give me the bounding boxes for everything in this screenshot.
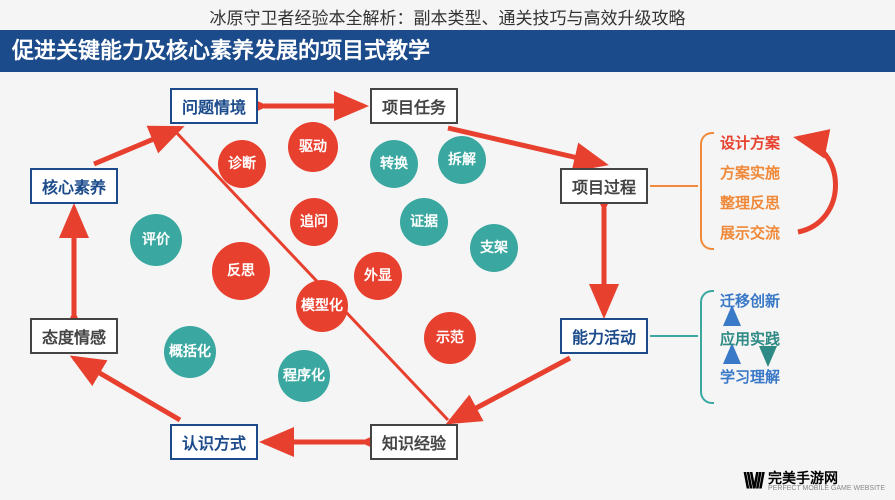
diagram-canvas: 问题情境 项目任务项目过程能力活动知识经验 认识方式 态度情感 核心素养 诊断驱动转换拆解…	[0, 72, 895, 472]
process-item: 整理反思	[720, 192, 780, 213]
circle-node: 转换	[370, 140, 418, 188]
ability-bracket	[700, 290, 714, 404]
rect-hexin: 核心素养	[30, 168, 118, 204]
footer-logo: \\\/// 完美手游网 PERFECT MOBILE GAME WEBSITE	[743, 468, 885, 494]
circle-node: 诊断	[218, 140, 266, 188]
rect-guocheng: 项目过程	[560, 168, 648, 204]
circle-node: 程序化	[278, 350, 330, 402]
footer-logo-icon: \\\///	[743, 468, 762, 494]
circle-node: 概括化	[164, 326, 216, 378]
circle-node: 追问	[290, 198, 338, 246]
circle-node: 评价	[130, 214, 182, 266]
rect-wenti: 问题情境	[170, 88, 258, 124]
process-item: 展示交流	[720, 222, 780, 243]
rect-taidu: 态度情感	[30, 318, 118, 354]
ability-item: 学习理解	[720, 366, 780, 387]
footer-en: PERFECT MOBILE GAME WEBSITE	[768, 485, 885, 492]
process-bracket	[700, 132, 714, 250]
rect-xiangmu: 项目任务	[370, 88, 458, 124]
circle-node: 外显	[354, 252, 402, 300]
rect-zhishi: 知识经验	[370, 424, 458, 460]
footer-cn: 完美手游网	[768, 471, 885, 485]
rect-nengli: 能力活动	[560, 318, 648, 354]
circle-node: 示范	[424, 312, 476, 364]
process-item: 方案实施	[720, 162, 780, 183]
circle-node: 驱动	[288, 122, 338, 172]
circle-node: 支架	[470, 224, 518, 272]
process-item: 设计方案	[720, 132, 780, 153]
circle-node: 模型化	[296, 280, 348, 332]
ability-item: 迁移创新	[720, 290, 780, 311]
circle-node: 证据	[400, 198, 448, 246]
rect-renshi: 认识方式	[170, 424, 258, 460]
page-overlay-title: 冰原守卫者经验本全解析：副本类型、通关技巧与高效升级攻略	[0, 4, 895, 29]
title-bar: 促进关键能力及核心素养发展的项目式教学	[0, 30, 895, 72]
circle-node: 反思	[212, 242, 270, 300]
circle-node: 拆解	[438, 136, 486, 184]
ability-item: 应用实践	[720, 328, 780, 349]
